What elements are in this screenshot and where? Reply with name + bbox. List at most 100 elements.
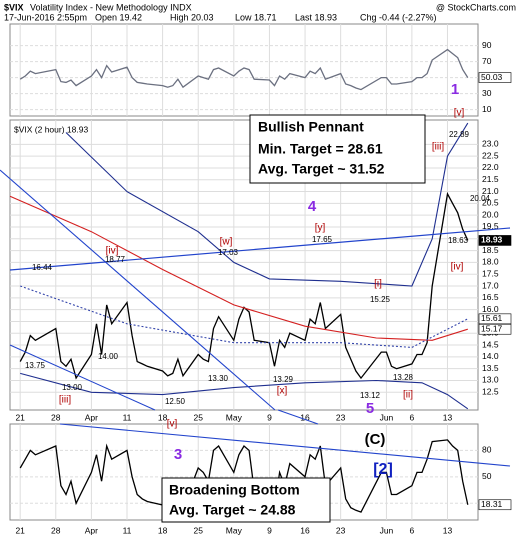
last-value-label: 15.61 bbox=[481, 313, 503, 323]
y-tick-label: 23.0 bbox=[482, 139, 499, 149]
date: 17-Jun-2016 2:55pm bbox=[4, 12, 87, 22]
x-tick-label: 11 bbox=[123, 525, 132, 535]
price-annotation: 13.12 bbox=[360, 391, 381, 400]
y-tick-label: 10 bbox=[482, 104, 492, 114]
osc-annotation: 3 bbox=[174, 446, 182, 463]
y-tick-label: 20.5 bbox=[482, 198, 499, 208]
osc-annotation: [v] bbox=[167, 419, 178, 430]
high: High 20.03 bbox=[170, 12, 214, 22]
note-text: Broadening Bottom bbox=[169, 482, 300, 498]
trend-line bbox=[0, 169, 276, 411]
x-tick-label: 11 bbox=[123, 412, 132, 422]
x-tick-label: 23 bbox=[336, 412, 346, 422]
y-tick-label: 17.0 bbox=[482, 280, 499, 290]
x-tick-label: 28 bbox=[51, 525, 61, 535]
x-tick-label: Jun bbox=[380, 412, 394, 422]
series-line bbox=[19, 439, 469, 513]
price-annotation: 14.00 bbox=[98, 352, 119, 361]
series-line bbox=[20, 372, 469, 410]
wave-sublabel: [i] bbox=[374, 279, 382, 290]
last-value-label: 15.17 bbox=[481, 323, 503, 333]
x-tick-label: 21 bbox=[15, 525, 25, 535]
price-annotation: 16.44 bbox=[32, 263, 53, 272]
wave-label: 5 bbox=[366, 400, 374, 417]
wave-sublabel: [v] bbox=[454, 108, 465, 119]
price-annotation: 13.28 bbox=[393, 373, 414, 382]
note-text: Bullish Pennant bbox=[258, 119, 364, 135]
x-tick-label: Jun bbox=[380, 525, 394, 535]
price-annotation: 20.04 bbox=[470, 194, 491, 203]
price-annotation: 13.30 bbox=[208, 374, 229, 383]
y-tick-label: 12.5 bbox=[482, 387, 499, 397]
note-box bbox=[249, 114, 426, 184]
note-text: Avg. Target ~ 24.88 bbox=[169, 502, 296, 518]
x-tick-label: 28 bbox=[51, 412, 61, 422]
price-annotation: 22.89 bbox=[449, 130, 470, 139]
y-tick-label: 19.5 bbox=[482, 221, 499, 231]
x-tick-label: 16 bbox=[300, 525, 310, 535]
symbol: $VIX bbox=[4, 2, 24, 12]
y-tick-label: 14.0 bbox=[482, 351, 499, 361]
wave-sublabel: [y] bbox=[315, 223, 326, 234]
y-tick-label: 21.0 bbox=[482, 186, 499, 196]
price-annotation: 17.03 bbox=[218, 248, 239, 257]
trend-line bbox=[277, 409, 319, 425]
panel-legend: $VIX (2 hour) 18.93 bbox=[14, 124, 88, 134]
panel-frame bbox=[9, 23, 479, 117]
y-tick-label: 18.5 bbox=[482, 245, 499, 255]
x-tick-label: 25 bbox=[193, 412, 203, 422]
wave-sublabel: [iv] bbox=[106, 246, 119, 257]
note-text: Avg. Target ~ 31.52 bbox=[258, 161, 385, 177]
y-tick-label: 22.0 bbox=[482, 162, 499, 172]
y-tick-label: 90 bbox=[482, 40, 492, 50]
last-value-label: 50.03 bbox=[481, 72, 503, 82]
wave-label: 1 bbox=[451, 81, 459, 98]
last: Last 18.93 bbox=[295, 12, 337, 22]
x-tick-label: 6 bbox=[410, 525, 415, 535]
y-tick-label: 21.5 bbox=[482, 174, 499, 184]
x-tick-label: 16 bbox=[300, 412, 310, 422]
y-tick-label: 22.5 bbox=[482, 150, 499, 160]
price-annotation: 12.50 bbox=[165, 397, 186, 406]
last-value-label: 18.93 bbox=[481, 235, 503, 245]
wave-sublabel: [iv] bbox=[451, 262, 464, 273]
wave-sublabel: [ii] bbox=[403, 390, 413, 401]
x-tick-label: 13 bbox=[443, 412, 453, 422]
last-value-label: 18.31 bbox=[481, 499, 503, 509]
y-tick-label: 20.0 bbox=[482, 209, 499, 219]
x-tick-label: May bbox=[226, 412, 243, 422]
price-annotation: 13.00 bbox=[62, 383, 83, 392]
wave-sublabel: [w] bbox=[220, 237, 233, 248]
x-tick-label: 6 bbox=[410, 412, 415, 422]
last-value-box bbox=[478, 235, 512, 246]
x-tick-label: 25 bbox=[193, 525, 203, 535]
wave-sublabel: [iii] bbox=[432, 142, 444, 153]
x-tick-label: 9 bbox=[267, 525, 272, 535]
wave-sublabel: [x] bbox=[277, 386, 288, 397]
y-tick-label: 17.5 bbox=[482, 268, 499, 278]
x-tick-label: 18 bbox=[158, 412, 168, 422]
y-tick-label: 80 bbox=[482, 445, 492, 455]
price-annotation: 13.29 bbox=[273, 375, 294, 384]
series-line bbox=[19, 191, 469, 380]
y-tick-label: 13.0 bbox=[482, 375, 499, 385]
last-value-box bbox=[478, 72, 512, 83]
y-tick-label: 16.5 bbox=[482, 292, 499, 302]
series-line bbox=[9, 195, 468, 341]
y-tick-label: 13.5 bbox=[482, 363, 499, 373]
osc-annotation: [2] bbox=[373, 461, 393, 478]
source: @ StockCharts.com bbox=[436, 2, 516, 12]
y-tick-label: 18.0 bbox=[482, 257, 499, 267]
series-line bbox=[65, 122, 469, 287]
index-name: Volatility Index - New Methodology INDX bbox=[30, 2, 192, 12]
last-value-box bbox=[478, 323, 512, 335]
change: Chg -0.44 (-2.27%) bbox=[360, 12, 437, 22]
series-line bbox=[19, 48, 469, 91]
price-annotation: 15.25 bbox=[370, 295, 391, 304]
x-tick-label: 23 bbox=[336, 525, 346, 535]
x-tick-label: 13 bbox=[443, 525, 453, 535]
wave-sublabel: [iii] bbox=[59, 395, 71, 406]
note-box bbox=[161, 477, 331, 523]
y-tick-label: 16.0 bbox=[482, 304, 499, 314]
